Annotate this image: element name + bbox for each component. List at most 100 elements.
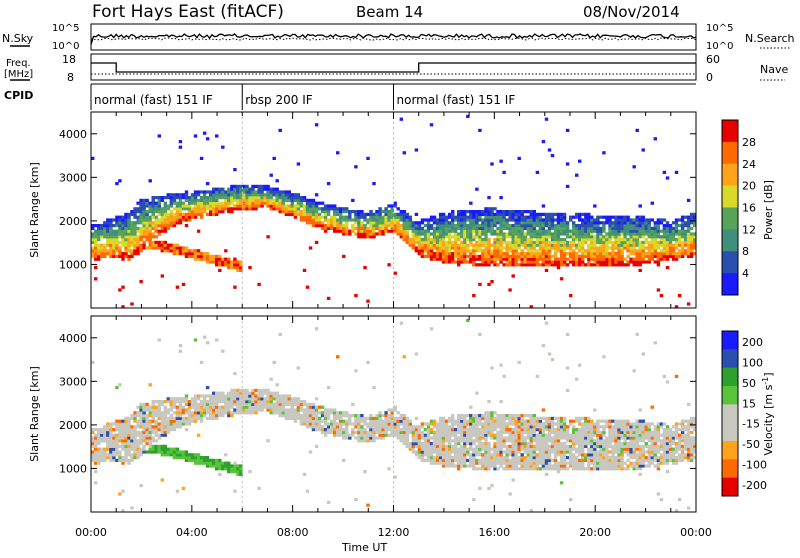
power-cell [660, 249, 663, 252]
power-cell [605, 252, 608, 255]
power-cell [266, 185, 269, 188]
velocity-cell [251, 403, 254, 406]
velocity-cell [251, 400, 254, 403]
power-cell [454, 252, 457, 255]
power-cell [536, 244, 539, 247]
power-cell [657, 246, 660, 249]
velocity-cell [91, 445, 94, 448]
power-cell [490, 207, 493, 210]
power-cell [536, 241, 539, 244]
velocity-cell [248, 394, 251, 397]
power-cell [484, 260, 487, 263]
freq-panel-frame [91, 54, 696, 80]
velocity-cell [279, 400, 282, 403]
power-cell [539, 224, 542, 227]
velocity-cell [315, 327, 318, 330]
velocity-cell [103, 459, 106, 462]
velocity-cell [563, 456, 566, 459]
velocity-cell [466, 436, 469, 439]
power-cell [487, 263, 490, 266]
power-cell [387, 224, 390, 227]
velocity-cell [524, 456, 527, 459]
velocity-cell [490, 448, 493, 451]
velocity-cell [273, 397, 276, 400]
power-cell [675, 255, 678, 258]
power-cell [103, 249, 106, 252]
velocity-cell [475, 459, 478, 462]
power-cell [554, 258, 557, 261]
power-cell [499, 232, 502, 235]
power-cell [539, 213, 542, 216]
power-cell [279, 210, 282, 213]
velocity-cell [133, 428, 136, 431]
power-cell [127, 235, 130, 238]
power-cell [551, 216, 554, 219]
power-cell [236, 204, 239, 207]
power-cell [663, 227, 666, 230]
velocity-cell [387, 434, 390, 437]
velocity-cell [563, 453, 566, 456]
power-cell [112, 232, 115, 235]
power-cell [463, 216, 466, 219]
velocity-cell [572, 442, 575, 445]
power-cell [678, 255, 681, 258]
power-cell [94, 258, 97, 261]
velocity-cell [454, 422, 457, 425]
power-cell [563, 246, 566, 249]
power-cell [608, 218, 611, 221]
power-cell [533, 232, 536, 235]
power-cell [372, 213, 375, 216]
power-cell [245, 190, 248, 193]
velocity-cell [136, 442, 139, 445]
power-cell [91, 255, 94, 258]
velocity-cell [233, 408, 236, 411]
power-cell [403, 227, 406, 230]
power-cell [587, 249, 590, 252]
velocity-cell [142, 403, 145, 406]
velocity-cell [306, 417, 309, 420]
power-cell [233, 258, 236, 261]
power-cell [357, 216, 360, 219]
velocity-cell [512, 453, 515, 456]
velocity-cell [439, 431, 442, 434]
velocity-cell [170, 450, 173, 453]
velocity-cell [248, 408, 251, 411]
power-cell [499, 258, 502, 261]
power-cell [424, 230, 427, 233]
power-cell [421, 246, 424, 249]
velocity-cell [300, 408, 303, 411]
power-cell [106, 249, 109, 252]
velocity-cell [103, 425, 106, 428]
power-cell [245, 193, 248, 196]
velocity-cell [406, 445, 409, 448]
velocity-cell [406, 422, 409, 425]
power-cell [502, 218, 505, 221]
power-cell [206, 255, 209, 258]
velocity-cell [185, 397, 188, 400]
power-cell [475, 210, 478, 213]
velocity-cell [188, 414, 191, 417]
velocity-cell [397, 434, 400, 437]
power-cell [566, 258, 569, 261]
velocity-cell [303, 411, 306, 414]
velocity-cell [572, 439, 575, 442]
velocity-cell [475, 445, 478, 448]
power-cell [276, 190, 279, 193]
velocity-cell [512, 467, 515, 470]
power-cell [270, 199, 273, 202]
velocity-cell [306, 414, 309, 417]
power-cell [400, 227, 403, 230]
velocity-cell [433, 420, 436, 423]
power-cell [481, 210, 484, 213]
velocity-cell [442, 464, 445, 467]
power-cell [548, 218, 551, 221]
power-cell [557, 266, 560, 269]
power-cell [681, 221, 684, 224]
velocity-cell [539, 467, 542, 470]
power-cell [611, 227, 614, 230]
power-cell [569, 232, 572, 235]
velocity-cell [466, 448, 469, 451]
power-cell [197, 207, 200, 210]
velocity-cell [505, 445, 508, 448]
power-cell [342, 207, 345, 210]
